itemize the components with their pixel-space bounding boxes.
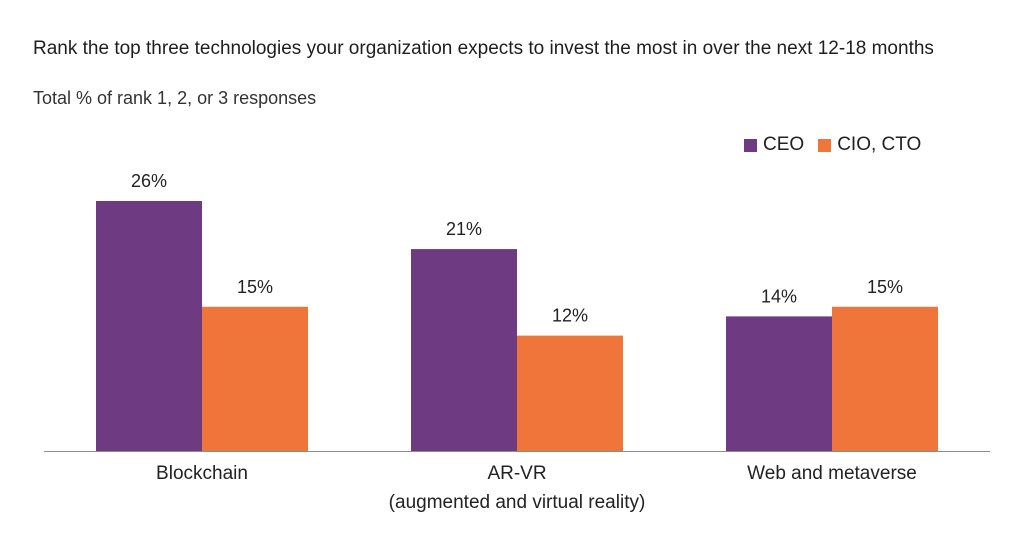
bar-cio-cto-0	[202, 306, 308, 451]
legend-label-ceo: CEO	[763, 134, 805, 155]
chart-title: Rank the top three technologies your org…	[33, 38, 934, 59]
data-label-cio-cto-1: 12%	[552, 306, 588, 326]
category-label-1-0: AR-VR	[487, 463, 546, 484]
category-label-1-1: (augmented and virtual reality)	[389, 492, 646, 513]
legend-item-ceo: CEO	[744, 134, 804, 156]
data-label-ceo-0: 26%	[131, 171, 167, 191]
data-label-cio-cto-0: 15%	[237, 277, 273, 297]
data-label-cio-cto-2: 15%	[867, 277, 903, 297]
bar-ceo-1	[411, 249, 517, 451]
bar-ceo-0	[96, 201, 202, 451]
legend-label-cio-cto: CIO, CTO	[837, 134, 922, 155]
category-label-2-0: Web and metaverse	[747, 463, 917, 484]
legend-swatch-ceo	[744, 138, 757, 152]
bar-cio-cto-1	[517, 335, 623, 451]
legend: CEO CIO, CTO	[744, 134, 935, 156]
category-label-0-0: Blockchain	[156, 463, 248, 484]
bar-cio-cto-2	[832, 306, 938, 451]
data-label-ceo-1: 21%	[446, 219, 482, 239]
legend-swatch-cio-cto	[818, 138, 832, 152]
bar-ceo-2	[726, 316, 832, 451]
chart-subtitle: Total % of rank 1, 2, or 3 responses	[33, 88, 317, 108]
legend-item-cio-cto: CIO, CTO	[818, 134, 921, 156]
data-label-ceo-2: 14%	[761, 286, 797, 306]
